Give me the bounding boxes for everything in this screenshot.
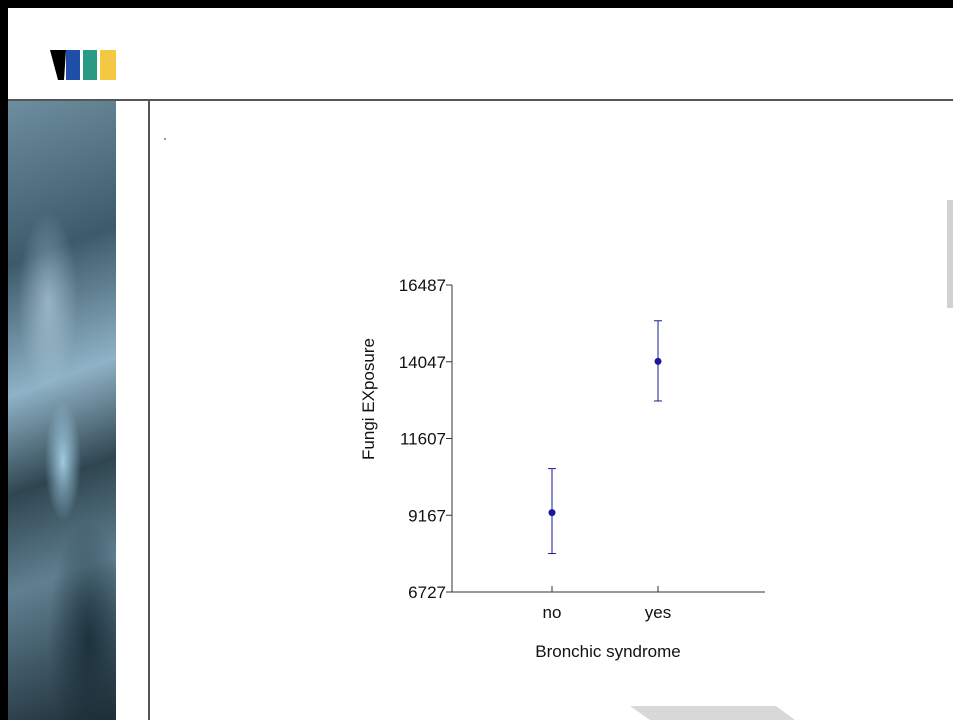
- scroll-indicator-bar: [947, 200, 953, 308]
- chart-marks: [548, 320, 662, 555]
- y-tick-label: 9167: [408, 506, 446, 525]
- y-tick-label: 6727: [408, 583, 446, 602]
- logo-yellow-stripe: [100, 50, 116, 80]
- content-divider: [148, 101, 150, 720]
- slide-left-border: [0, 0, 8, 720]
- chart-axes: [451, 285, 765, 593]
- y-tick-label: 14047: [399, 353, 446, 372]
- data-point: [654, 357, 662, 365]
- y-tick-label: 16487: [399, 276, 446, 295]
- logo: [50, 50, 116, 80]
- stray-mark: [164, 138, 166, 140]
- x-tick-label: no: [543, 603, 562, 622]
- x-tick-label: yes: [645, 603, 671, 622]
- y-tick-label: 11607: [400, 430, 446, 449]
- logo-black-stripe: [50, 50, 66, 80]
- sidebar-gutter: [116, 101, 148, 720]
- y-axis-label: Fungi EXposure: [359, 338, 378, 460]
- x-axis-label: Bronchic syndrome: [535, 642, 681, 661]
- sidebar-decorative-image: [8, 101, 116, 720]
- chart-ticks: 6727 9167 11607 14047 16487 no yes: [399, 276, 672, 622]
- logo-blue-stripe: [66, 50, 80, 80]
- data-point: [548, 509, 556, 517]
- logo-teal-stripe: [83, 50, 97, 80]
- slide-top-border: [0, 0, 953, 8]
- header-divider: [8, 99, 953, 101]
